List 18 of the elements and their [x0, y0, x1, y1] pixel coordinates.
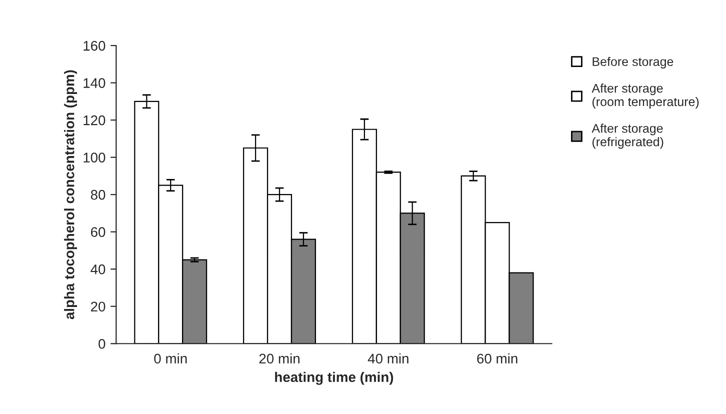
legend-label: Before storage — [592, 56, 674, 69]
y-tick-label: 20 — [90, 302, 106, 312]
x-tick-label: 40 min — [368, 353, 408, 364]
y-tick-label: 160 — [84, 40, 106, 51]
x-tick-label: 20 min — [259, 353, 300, 364]
y-tick-label: 120 — [84, 115, 106, 126]
y-axis-title: alpha tocopherol concentration (ppm) — [64, 70, 78, 320]
x-tick-label: 0 min — [154, 353, 187, 364]
y-tick-label: 0 — [98, 338, 106, 349]
y-tick-label: 80 — [90, 190, 106, 200]
x-tick-label: 60 min — [477, 353, 518, 364]
y-tick-label: 40 — [90, 264, 106, 274]
y-tick-label: 100 — [84, 152, 106, 162]
x-axis-title: heating time (min) — [275, 372, 394, 385]
y-tick-label: 60 — [91, 227, 106, 238]
legend-label: After storage (refrigerated) — [592, 124, 664, 149]
legend-label: After storage (room temperature) — [592, 84, 699, 109]
y-tick-label: 140 — [84, 78, 106, 88]
